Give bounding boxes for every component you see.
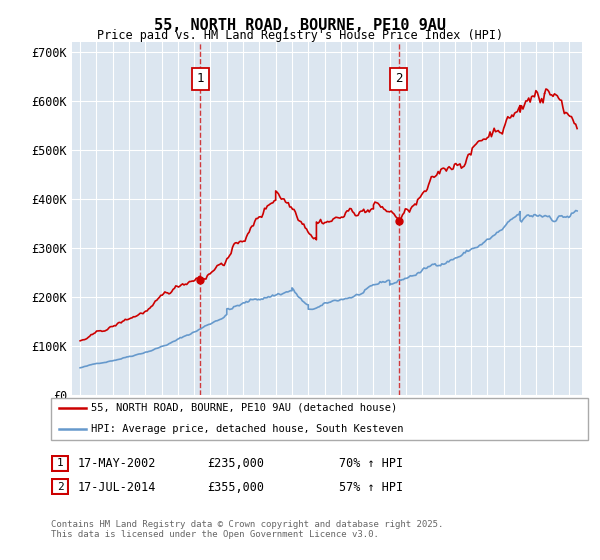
Text: 1: 1 (197, 72, 204, 85)
FancyBboxPatch shape (51, 398, 588, 440)
Text: 1: 1 (56, 458, 64, 468)
Text: £235,000: £235,000 (207, 457, 264, 470)
FancyBboxPatch shape (52, 456, 68, 470)
Text: 55, NORTH ROAD, BOURNE, PE10 9AU: 55, NORTH ROAD, BOURNE, PE10 9AU (154, 18, 446, 33)
Text: Contains HM Land Registry data © Crown copyright and database right 2025.
This d: Contains HM Land Registry data © Crown c… (51, 520, 443, 539)
Text: 55, NORTH ROAD, BOURNE, PE10 9AU (detached house): 55, NORTH ROAD, BOURNE, PE10 9AU (detach… (91, 403, 398, 413)
Text: 2: 2 (56, 482, 64, 492)
Text: 17-JUL-2014: 17-JUL-2014 (78, 480, 157, 494)
FancyBboxPatch shape (52, 479, 68, 494)
Text: Price paid vs. HM Land Registry's House Price Index (HPI): Price paid vs. HM Land Registry's House … (97, 29, 503, 42)
Text: 17-MAY-2002: 17-MAY-2002 (78, 457, 157, 470)
Text: 57% ↑ HPI: 57% ↑ HPI (339, 480, 403, 494)
Text: HPI: Average price, detached house, South Kesteven: HPI: Average price, detached house, Sout… (91, 424, 404, 433)
Text: £355,000: £355,000 (207, 480, 264, 494)
Text: 70% ↑ HPI: 70% ↑ HPI (339, 457, 403, 470)
Text: 2: 2 (395, 72, 402, 85)
